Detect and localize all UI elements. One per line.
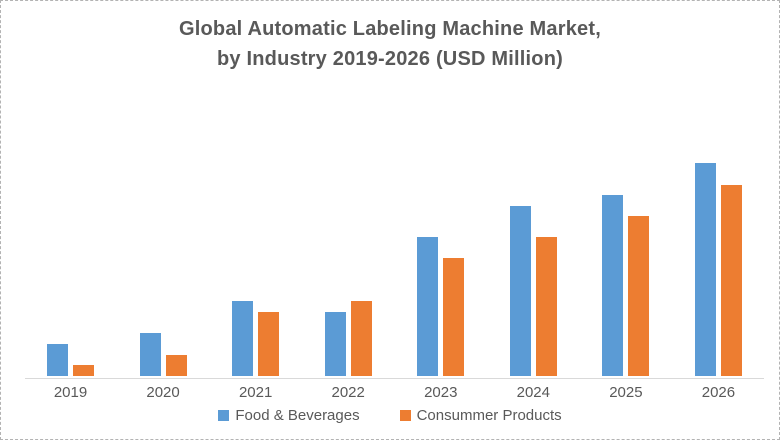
legend-label: Consummer Products	[416, 407, 562, 424]
bar-consummer-products-2022	[350, 301, 372, 376]
chart-title-line-1: Global Automatic Labeling Machine Market…	[179, 18, 601, 40]
bar-consummer-products-2026	[720, 185, 742, 376]
bar-food-beverages-2019	[47, 344, 68, 376]
x-axis-line	[25, 378, 764, 379]
bar-group-2020	[139, 333, 187, 376]
bar-group-2023	[417, 237, 465, 376]
x-axis-label-2019: 2019	[53, 384, 88, 401]
legend-swatch-icon	[399, 410, 411, 421]
legend-label: Food & Beverages	[235, 407, 360, 424]
bar-group-2026	[694, 163, 742, 376]
bar-food-beverages-2022	[324, 312, 346, 376]
legend: Food & Beverages Consummer Products	[1, 407, 779, 424]
bar-food-beverages-2024	[509, 206, 531, 376]
legend-item-food-beverages: Food & Beverages	[218, 407, 360, 424]
bar-consummer-products-2025	[628, 216, 650, 376]
bar-group-2021	[232, 301, 280, 376]
bar-food-beverages-2020	[139, 333, 161, 376]
bar-food-beverages-2025	[602, 195, 624, 376]
plot-area	[47, 86, 742, 376]
bar-group-2019	[47, 344, 94, 376]
chart-title: Global Automatic Labeling Machine Market…	[1, 14, 779, 74]
legend-swatch-icon	[218, 410, 230, 421]
x-axis-label-2020: 2020	[146, 384, 180, 401]
x-axis-label-2022: 2022	[331, 384, 365, 401]
x-axis-label-2023: 2023	[424, 384, 458, 401]
bar-food-beverages-2023	[417, 237, 439, 376]
bar-consummer-products-2019	[73, 365, 94, 376]
bar-group-2024	[509, 206, 557, 376]
x-axis-label-2025: 2025	[609, 384, 643, 401]
bar-group-2025	[602, 195, 650, 376]
x-axis-label-2021: 2021	[238, 384, 273, 401]
bar-consummer-products-2021	[258, 312, 280, 376]
bar-food-beverages-2021	[232, 301, 254, 376]
bar-food-beverages-2026	[694, 163, 716, 376]
legend-item-consummer-products: Consummer Products	[399, 407, 562, 424]
bar-consummer-products-2020	[165, 355, 187, 376]
bar-group-2022	[324, 301, 372, 376]
x-axis-label-2026: 2026	[701, 384, 736, 401]
chart-title-line-2: by Industry 2019-2026 (USD Million)	[217, 48, 563, 70]
bar-consummer-products-2023	[443, 258, 465, 376]
bar-consummer-products-2024	[535, 237, 557, 376]
x-axis-label-2024: 2024	[516, 384, 550, 401]
x-axis-labels: 2019 2020 2021 2022 2023 2024 2025 2026	[47, 384, 742, 401]
